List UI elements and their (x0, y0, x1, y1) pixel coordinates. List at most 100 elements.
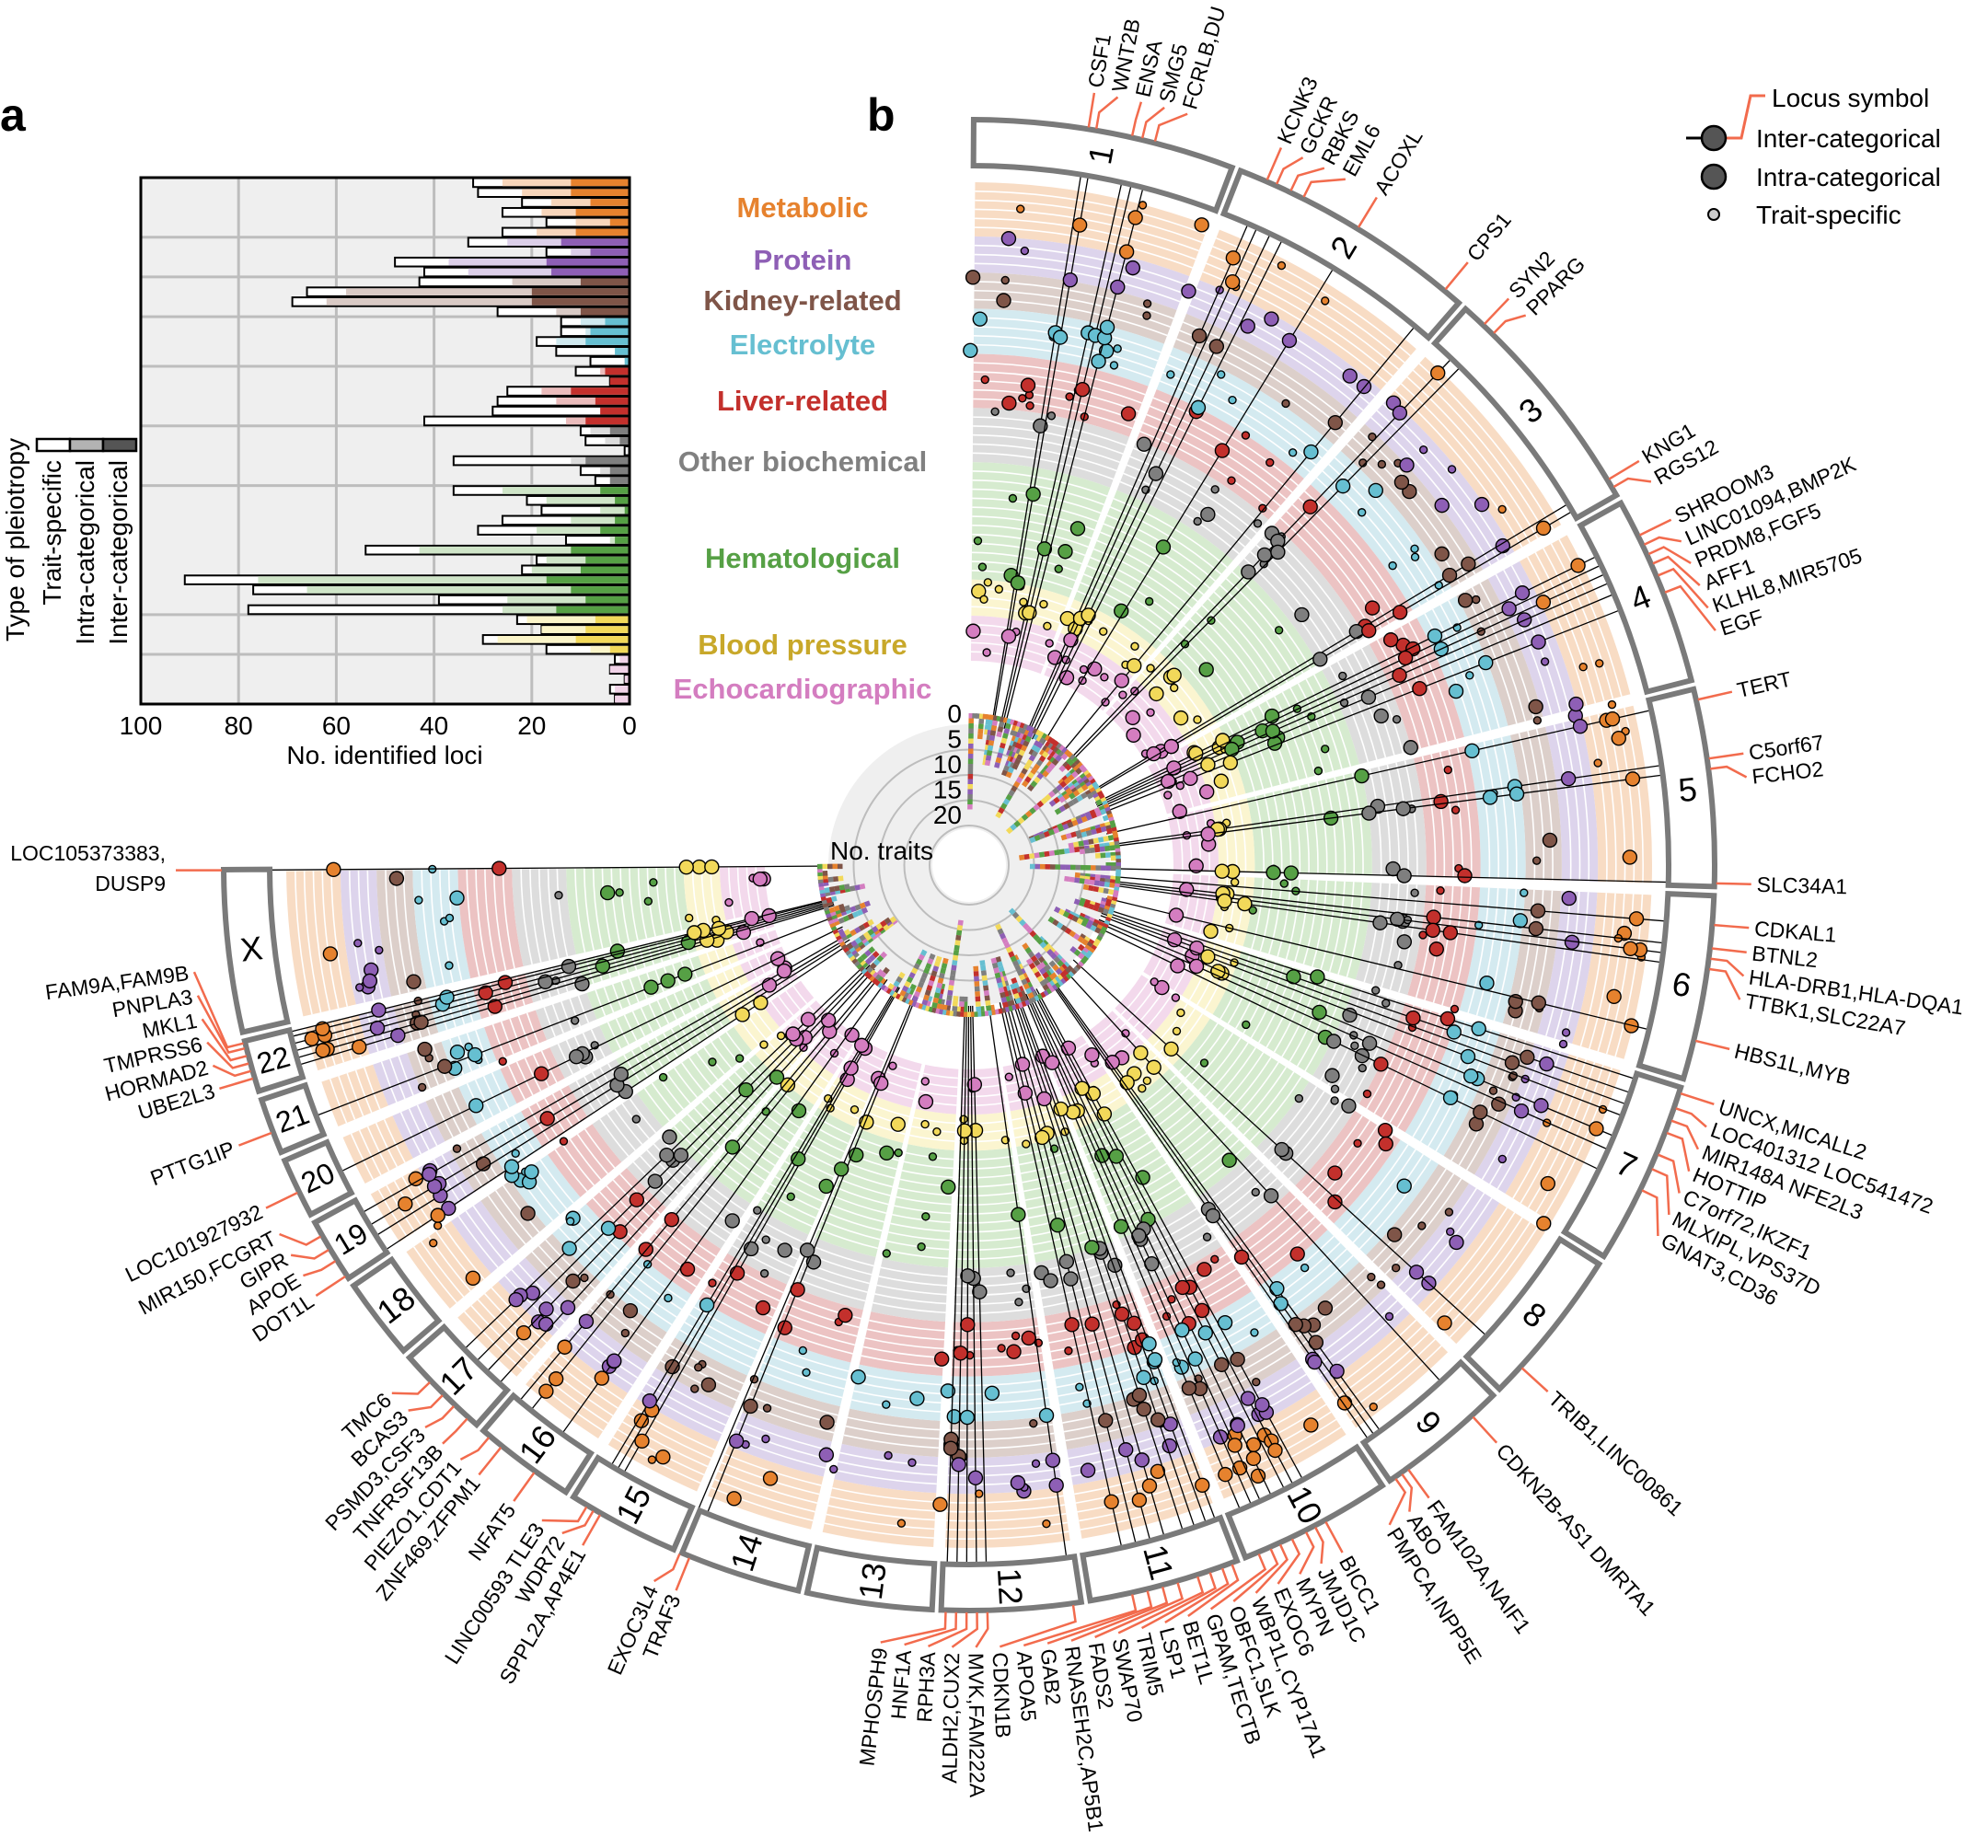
trait-segment (1000, 981, 1007, 988)
trait-specific-dot (1417, 1221, 1427, 1230)
trait-count-bar (1017, 985, 1030, 1007)
trait-row-separator (789, 1074, 820, 1098)
intra-categorical-dot (520, 1206, 536, 1221)
trait-segment (955, 930, 963, 936)
trait-segment (1094, 877, 1101, 884)
trait-segment (1090, 944, 1097, 952)
trait-specific-dot (1277, 260, 1287, 271)
trait-segment (1085, 922, 1092, 930)
trait-row-separator (1075, 1468, 1200, 1504)
trait-segment (1102, 922, 1109, 930)
trait-segment (1079, 897, 1086, 905)
inter-categorical-dot (1025, 486, 1041, 502)
bar-inter-categorical (609, 467, 630, 475)
bar-inter-categorical (600, 526, 630, 534)
trait-row-separator (1320, 881, 1337, 970)
trait-row-separator (1493, 888, 1518, 1022)
trait-segment (905, 992, 913, 1000)
trait-segment (1092, 905, 1100, 912)
band-other-biochemical (592, 1093, 664, 1162)
trait-row-separator (1492, 739, 1508, 880)
intra-categorical-dot (1000, 231, 1017, 247)
trait-row-separator (557, 1043, 574, 1075)
trait-segment (1071, 757, 1080, 764)
inter-categorical-dot (1131, 1228, 1147, 1243)
trait-count-bar (1028, 731, 1046, 757)
band-electrolyte (1334, 1139, 1439, 1255)
trait-segment (1004, 985, 1011, 992)
trait-row-separator (1371, 1168, 1447, 1263)
trait-specific-dot (1176, 1008, 1185, 1018)
trait-count-bar (855, 958, 867, 970)
trait-row-separator (1129, 456, 1257, 534)
trait-segment (986, 734, 992, 741)
category-label: Protein (754, 244, 852, 276)
bar-inter-categorical (575, 636, 630, 643)
locus-leader (1153, 112, 1188, 142)
trait-row-separator (1191, 1033, 1234, 1085)
inter-categorical-dot (1533, 1098, 1549, 1114)
trait-segment (1058, 825, 1065, 832)
trait-count-bar (1054, 784, 1101, 815)
trait-segment (1056, 921, 1064, 930)
inter-categorical-dot (1442, 925, 1459, 941)
bar-kidney-related (418, 276, 631, 288)
intra-categorical-dot (322, 946, 339, 962)
trait-row-separator (589, 1308, 653, 1357)
bar-intra-categorical (609, 665, 630, 674)
inter-categorical-dot (1136, 1401, 1152, 1417)
trait-row-separator (1242, 961, 1277, 1034)
trait-segment (1086, 919, 1094, 927)
trait-segment (823, 905, 830, 912)
locus-leader (880, 1611, 947, 1644)
trait-row-separator (752, 1386, 838, 1416)
bar-intra-categorical (546, 556, 586, 564)
locus-leader (459, 1437, 491, 1461)
trait-segment (1095, 827, 1103, 834)
trait-specific-dot (1320, 745, 1330, 754)
inter-categorical-dot (678, 859, 694, 875)
trait-segment (1038, 755, 1046, 763)
trait-segment (1097, 920, 1104, 928)
trait-row-separator (1423, 1207, 1508, 1313)
inter-categorical-dot (972, 1284, 988, 1299)
trait-segment (851, 911, 860, 918)
trait-segment (910, 967, 919, 975)
trait-segment (1026, 731, 1034, 738)
trait-row-separator (1296, 980, 1337, 1067)
trait-specific-dot (1330, 1084, 1340, 1093)
trait-specific-dot (975, 1489, 984, 1498)
trait-specific-dot (1288, 448, 1298, 457)
trait-segment (1110, 875, 1116, 882)
bar-kidney-related (496, 306, 630, 318)
trait-row-separator (894, 1205, 952, 1215)
trait-segment (889, 916, 897, 924)
trait-segment (1018, 974, 1026, 981)
trait-specific-dot (580, 1273, 589, 1283)
locus-leader (1710, 765, 1748, 779)
trait-row-separator (630, 1260, 688, 1303)
trait-count-bar (862, 951, 888, 977)
trait-row-separator (975, 217, 1196, 260)
trait-row-separator (421, 1241, 465, 1298)
trait-segment (1024, 810, 1033, 818)
inter-categorical-dot (691, 859, 707, 875)
trait-segment (1109, 820, 1116, 826)
trait-row-separator (1336, 661, 1378, 760)
trait-segment (941, 1009, 947, 1016)
trait-row-separator (576, 1134, 608, 1174)
inter-categorical-dot (1190, 399, 1207, 416)
trait-count-bar (1106, 895, 1118, 903)
trait-segment (1113, 837, 1120, 844)
inter-categorical-dot (1389, 911, 1405, 927)
trait-segment (1012, 992, 1021, 999)
trait-segment (1033, 740, 1041, 747)
inter-categorical-dot (1348, 623, 1365, 640)
trait-row-separator (1139, 993, 1173, 1034)
locus-leader (1094, 96, 1119, 130)
trait-row-separator (416, 1104, 438, 1147)
trait-count-bar (1082, 884, 1119, 896)
trait-row-separator (502, 869, 515, 969)
trait-row-separator (972, 452, 1115, 480)
locus-leader (975, 1611, 989, 1648)
